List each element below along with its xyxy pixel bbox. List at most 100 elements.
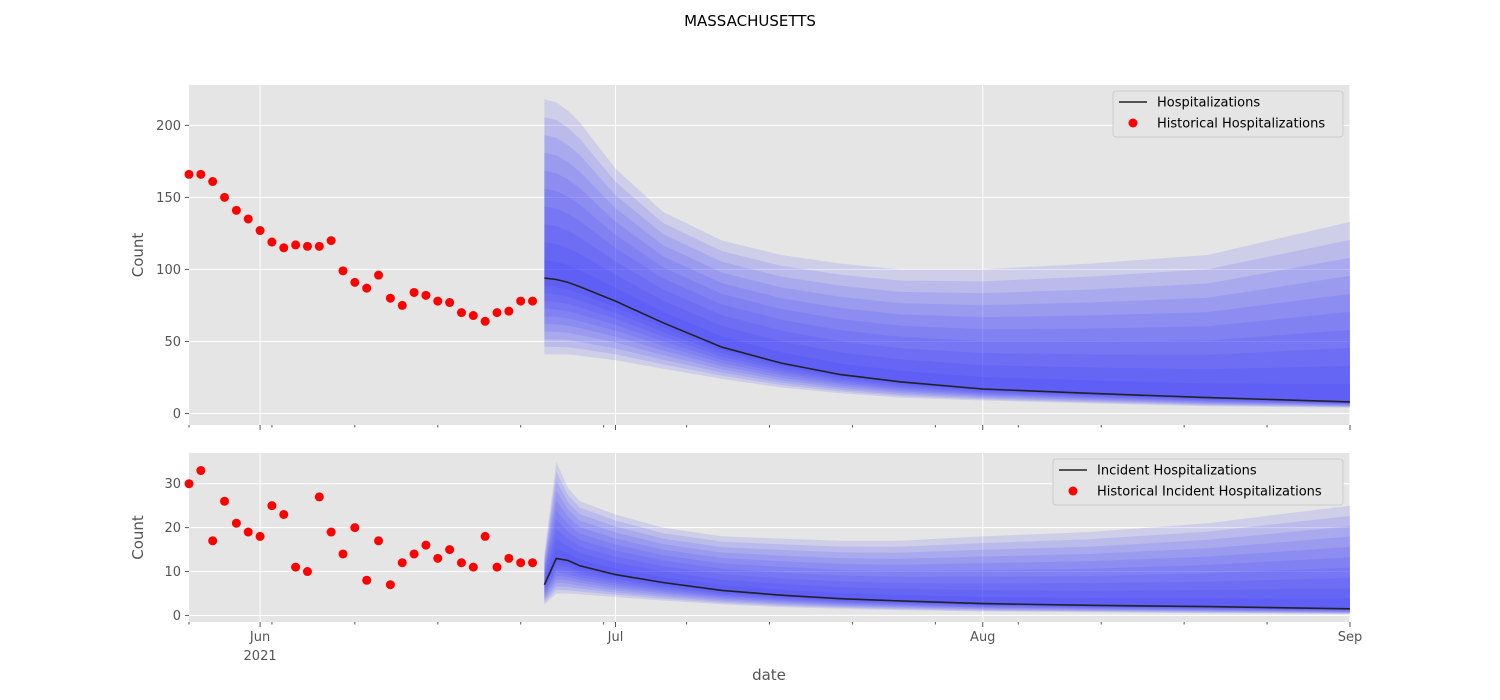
- historical-point: [314, 241, 324, 251]
- historical-point: [397, 300, 407, 310]
- historical-point: [196, 466, 206, 476]
- historical-point: [492, 308, 502, 318]
- forecast-band: [544, 206, 1350, 405]
- forecast-band: [544, 481, 1350, 613]
- historical-point: [338, 549, 348, 559]
- legend-entry: Historical Incident Hospitalizations: [1097, 485, 1322, 500]
- historical-point: [243, 214, 253, 224]
- forecast-band: [544, 519, 1350, 611]
- historical-point: [433, 553, 443, 563]
- legend: Hospitalizations Historical Hospitalizati…: [1112, 90, 1344, 138]
- historical-point: [291, 562, 301, 572]
- historical-point: [456, 558, 466, 568]
- historical-point: [255, 531, 265, 541]
- x-axis-label: date: [752, 666, 786, 684]
- hospitalizations-panel: 0 50 100 150 200 Count Hospitalizations Histori…: [129, 85, 1351, 430]
- historical-point: [279, 509, 289, 519]
- y-tick-label: 30: [164, 477, 181, 492]
- historical-point: [220, 192, 230, 202]
- y-tick-label: 10: [164, 565, 181, 580]
- historical-point: [445, 545, 455, 555]
- legend-box: [1112, 90, 1344, 138]
- forecast-band: [544, 188, 1350, 405]
- historical-point: [314, 492, 324, 502]
- forecast-band: [544, 500, 1350, 612]
- y-tick-label: 0: [173, 407, 181, 422]
- x-tick-label: Sep: [1338, 630, 1363, 645]
- historical-point: [350, 277, 360, 287]
- historical-point: [409, 549, 419, 559]
- historical-point: [480, 531, 490, 541]
- legend-entry: Incident Hospitalizations: [1097, 464, 1257, 479]
- historical-point: [208, 177, 218, 187]
- historical-point: [255, 226, 265, 236]
- historical-point: [362, 575, 372, 585]
- historical-point: [184, 169, 194, 179]
- y-tick-label: 50: [164, 335, 181, 350]
- forecast-band: [544, 117, 1350, 408]
- historical-point: [528, 558, 538, 568]
- historical-point: [480, 316, 490, 326]
- historical-point: [291, 240, 301, 250]
- historical-point: [516, 558, 526, 568]
- y-tick-label: 0: [173, 609, 181, 624]
- historical-point: [385, 580, 395, 590]
- x-tick-sublabel: 2021: [244, 649, 277, 664]
- historical-point: [385, 293, 395, 303]
- legend-entry: Historical Hospitalizations: [1157, 117, 1325, 132]
- forecast-band: [544, 490, 1350, 613]
- historical-point: [267, 501, 277, 511]
- historical-point: [445, 298, 455, 308]
- historical-point: [302, 567, 312, 577]
- historical-point: [504, 306, 514, 316]
- historical-point: [374, 536, 384, 546]
- historical-point: [397, 558, 407, 568]
- historical-point: [350, 523, 360, 533]
- historical-point: [492, 562, 502, 572]
- forecast-band: [544, 224, 1350, 404]
- forecast-band: [544, 153, 1350, 406]
- forecast-band: [544, 461, 1350, 615]
- historical-point: [243, 527, 253, 537]
- forecast-band: [544, 471, 1350, 614]
- historical-point: [267, 237, 277, 247]
- x-tick-label: Jul: [607, 630, 624, 645]
- historical-point: [421, 290, 431, 300]
- historical-point: [504, 553, 514, 563]
- historical-point: [528, 296, 538, 306]
- legend-point-swatch: [1128, 118, 1138, 128]
- historical-point: [421, 540, 431, 550]
- legend-point-swatch: [1068, 486, 1078, 496]
- plot-area: [189, 85, 1350, 425]
- legend-entry: Hospitalizations: [1157, 96, 1260, 111]
- y-tick-label: 150: [156, 191, 181, 206]
- historical-point: [516, 296, 526, 306]
- historical-point: [231, 518, 241, 528]
- y-tick-label: 200: [156, 119, 181, 134]
- forecast-median-line: [543, 557, 1351, 610]
- forecast-band: [544, 548, 1350, 610]
- historical-point: [338, 266, 348, 276]
- incident-hospitalizations-panel: 0 10 20 30 Jun 2021 Jul Aug Sep Count Incident Hos…: [129, 453, 1362, 664]
- y-tick-label: 20: [164, 521, 181, 536]
- historical-point: [220, 496, 230, 506]
- x-tick-label: Aug: [970, 630, 995, 645]
- forecast-band: [544, 99, 1350, 408]
- legend-box: [1052, 458, 1344, 506]
- forecast-median-line: [544, 277, 1351, 403]
- historical-point: [231, 205, 241, 215]
- legend: Incident Hospitalizations Historical Inci…: [1052, 458, 1344, 506]
- forecast-band: [544, 242, 1350, 404]
- historical-point: [456, 308, 466, 318]
- forecast-band: [544, 135, 1350, 407]
- historical-point: [279, 243, 289, 253]
- historical-point: [326, 236, 336, 246]
- forecast-band: [544, 170, 1350, 406]
- forecast-band: [544, 510, 1350, 612]
- x-tick-label: Jun: [249, 630, 270, 645]
- historical-point: [374, 270, 384, 280]
- historical-point: [468, 562, 478, 572]
- historical-point: [433, 296, 443, 306]
- historical-point: [196, 169, 206, 179]
